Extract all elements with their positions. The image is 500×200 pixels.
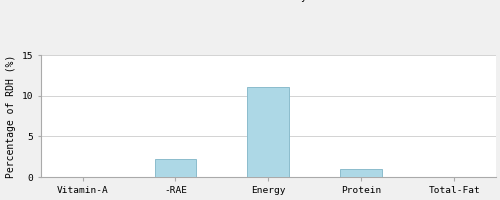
Bar — [340, 169, 382, 177]
Text: www.dietandfitnesstoday.com: www.dietandfitnesstoday.com — [169, 0, 331, 2]
Bar — [248, 87, 290, 177]
Y-axis label: Percentage of RDH (%): Percentage of RDH (%) — [6, 54, 16, 178]
Bar — [154, 159, 196, 177]
